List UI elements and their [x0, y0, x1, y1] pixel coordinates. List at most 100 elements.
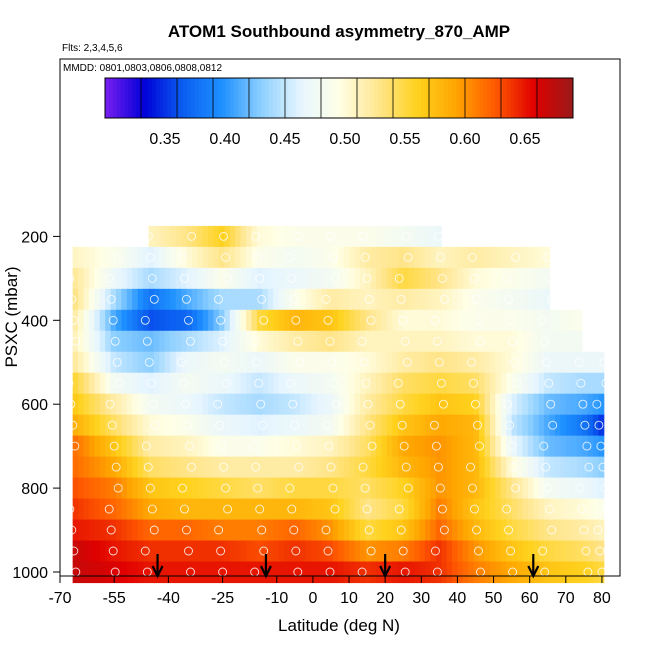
heat-cell: [500, 351, 507, 374]
heat-cell: [202, 393, 209, 416]
heat-cell: [554, 540, 561, 563]
heat-cell: [343, 309, 350, 332]
colorbar-swatch: [159, 78, 164, 118]
heat-cell: [392, 372, 399, 395]
heat-cell: [197, 414, 204, 437]
heat-cell: [365, 225, 372, 248]
heat-cell: [376, 519, 383, 542]
heat-cell: [126, 540, 133, 563]
heat-cell: [332, 435, 339, 458]
data-point-marker: [213, 399, 223, 409]
heat-cell: [229, 309, 236, 332]
heat-cell: [278, 519, 285, 542]
heat-cell: [365, 414, 372, 437]
data-point-marker: [432, 336, 442, 346]
data-point-marker: [396, 294, 406, 304]
data-point-marker: [433, 231, 443, 241]
heat-cell: [506, 351, 513, 374]
heat-cell: [473, 351, 480, 374]
heat-cell: [300, 330, 307, 353]
heat-cell: [262, 477, 269, 500]
heat-cell: [305, 372, 312, 395]
colorbar-swatch: [210, 78, 215, 118]
heat-cell: [327, 435, 334, 458]
heat-cell: [218, 519, 225, 542]
data-point-marker: [183, 420, 192, 430]
heat-cell: [240, 540, 247, 563]
heat-cell: [386, 519, 393, 542]
heat-cell: [462, 246, 469, 269]
heat-cell: [376, 393, 383, 416]
heat-cell: [484, 477, 491, 500]
colorbar-swatch: [366, 78, 371, 118]
heat-cell: [121, 435, 128, 458]
heat-cell: [392, 309, 399, 332]
heat-cell: [137, 561, 144, 584]
heat-cell: [386, 246, 393, 269]
colorbar-swatch: [518, 78, 523, 118]
heat-cell: [202, 288, 209, 311]
heat-cell: [132, 246, 139, 269]
heat-cell: [392, 561, 399, 584]
heat-cell: [549, 330, 556, 353]
heat-cell: [538, 267, 545, 290]
colorbar-swatch: [358, 78, 363, 118]
heat-cell: [359, 288, 366, 311]
heat-cell: [88, 330, 95, 353]
heat-cell: [365, 498, 372, 521]
heat-cell: [105, 498, 112, 521]
heat-cell: [376, 456, 383, 479]
data-point-marker: [598, 462, 608, 472]
heat-cell: [278, 393, 285, 416]
heat-cell: [305, 540, 312, 563]
data-point-marker: [293, 336, 303, 346]
heat-cell: [110, 372, 117, 395]
heat-cell: [321, 477, 328, 500]
heat-cell: [78, 267, 85, 290]
heat-cell: [110, 519, 117, 542]
heat-cell: [99, 435, 106, 458]
heat-cell: [435, 477, 442, 500]
colorbar-swatch: [315, 78, 320, 118]
heat-cell: [403, 372, 410, 395]
heat-cell: [386, 435, 393, 458]
heat-cell: [267, 435, 274, 458]
heat-cell: [489, 351, 496, 374]
heat-cell: [148, 519, 155, 542]
colorbar-swatch: [253, 78, 258, 118]
heat-cell: [256, 246, 263, 269]
heat-cell: [72, 498, 79, 521]
data-point-markers: [61, 231, 612, 577]
heat-cell: [159, 414, 166, 437]
heat-cell: [88, 393, 95, 416]
heat-cell: [544, 267, 551, 290]
heat-cell: [332, 561, 339, 584]
data-point-marker: [104, 273, 114, 283]
heat-cell: [246, 561, 253, 584]
data-point-marker: [217, 441, 227, 451]
heat-cell: [354, 393, 361, 416]
heat-cell: [517, 309, 524, 332]
heat-cell: [479, 351, 486, 374]
heat-cell: [549, 561, 556, 584]
data-point-marker: [65, 504, 75, 514]
heat-cell: [479, 372, 486, 395]
heat-cell: [267, 519, 274, 542]
data-point-marker: [180, 273, 189, 283]
heat-cell: [164, 225, 171, 248]
data-point-marker: [512, 378, 522, 388]
heat-cell: [284, 393, 291, 416]
heat-cell: [137, 414, 144, 437]
heat-cell: [500, 561, 507, 584]
heat-cell: [94, 393, 101, 416]
heat-cell: [110, 561, 117, 584]
data-point-marker: [576, 378, 586, 388]
heat-cell: [370, 498, 377, 521]
heat-cell: [218, 372, 225, 395]
heat-cell: [229, 435, 236, 458]
x-tick-label: 60: [521, 590, 539, 607]
heat-cell: [305, 225, 312, 248]
heat-cell: [181, 372, 188, 395]
heat-cell: [197, 435, 204, 458]
heat-cell: [110, 477, 117, 500]
